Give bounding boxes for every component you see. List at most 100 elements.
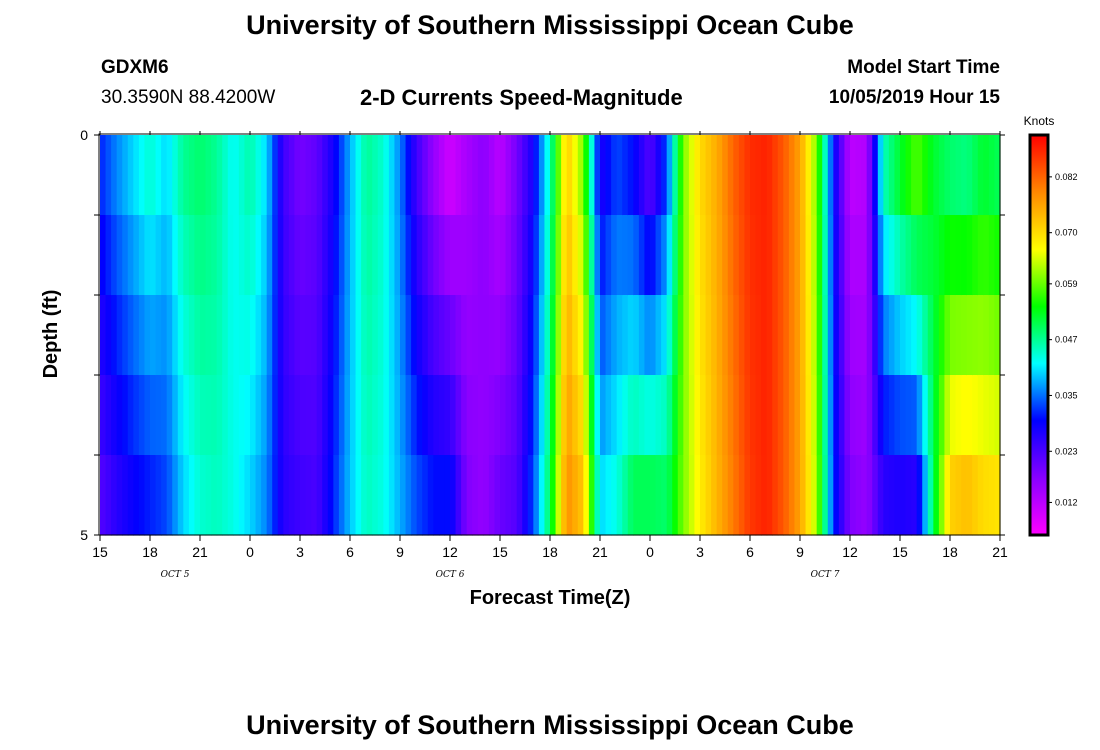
heatmap-cell <box>572 135 579 216</box>
heatmap-cell <box>383 375 390 456</box>
heatmap-cell <box>744 135 751 216</box>
heatmap-cell <box>994 215 1001 296</box>
heatmap-cell <box>733 135 740 216</box>
heatmap-cell <box>777 135 784 216</box>
heatmap-cell <box>738 375 746 456</box>
heatmap-cell <box>716 295 723 376</box>
heatmap-cell <box>833 215 840 296</box>
heatmap-cell <box>600 375 607 456</box>
heatmap-cell <box>238 375 246 456</box>
heatmap-cell <box>905 215 912 296</box>
heatmap-cell <box>811 135 818 216</box>
heatmap-cell <box>950 135 957 216</box>
heatmap-cell <box>327 295 334 376</box>
heatmap-cell <box>472 295 479 376</box>
heatmap-cell <box>838 295 846 376</box>
colorbar-tick-label: 0.012 <box>1055 497 1078 507</box>
heatmap-cell <box>488 295 496 376</box>
heatmap-cell <box>466 135 473 216</box>
heatmap-cell <box>583 295 590 376</box>
heatmap-cell <box>655 295 662 376</box>
heatmap-cell <box>144 455 151 536</box>
heatmap-cell <box>438 375 446 456</box>
heatmap-cell <box>294 295 301 376</box>
heatmap-cell <box>522 295 529 376</box>
heatmap-cell <box>222 455 229 536</box>
heatmap-cell <box>555 215 562 296</box>
heatmap-cell <box>966 295 973 376</box>
heatmap-cell <box>200 375 207 456</box>
heatmap-cell <box>866 215 873 296</box>
heatmap-cell <box>972 455 979 536</box>
heatmap-cell <box>627 135 634 216</box>
heatmap-cell <box>211 375 218 456</box>
heatmap-cell <box>311 375 318 456</box>
heatmap-cell <box>688 375 696 456</box>
heatmap-cell <box>150 215 157 296</box>
heatmap-cell <box>644 375 651 456</box>
heatmap-cell <box>533 215 540 296</box>
heatmap-cell <box>372 215 379 296</box>
heatmap-cell <box>144 135 151 216</box>
heatmap-cell <box>150 455 157 536</box>
heatmap-cell <box>922 295 929 376</box>
heatmap-cell <box>516 455 523 536</box>
heatmap-cell <box>988 375 996 456</box>
heatmap-cell <box>683 215 690 296</box>
heatmap-cell <box>205 215 212 296</box>
heatmap-cell <box>500 375 507 456</box>
heatmap-cell <box>100 135 107 216</box>
heatmap-cell <box>100 455 107 536</box>
heatmap-cell <box>350 295 357 376</box>
x-tick-label: 18 <box>942 544 958 560</box>
heatmap-cell <box>638 295 646 376</box>
heatmap-cell <box>605 295 612 376</box>
station-id: GDXM6 <box>101 57 169 78</box>
heatmap-cell <box>816 135 823 216</box>
heatmap-cell <box>244 455 251 536</box>
heatmap-cell <box>155 375 162 456</box>
heatmap-cell <box>300 215 307 296</box>
heatmap-cell <box>105 455 112 536</box>
heatmap-cell <box>905 455 912 536</box>
heatmap-cell <box>783 375 790 456</box>
heatmap-cell <box>744 375 751 456</box>
heatmap-cell <box>483 375 490 456</box>
heatmap-cell <box>700 455 707 536</box>
heatmap-cell <box>322 455 329 536</box>
heatmap-cell <box>761 375 768 456</box>
heatmap-cell <box>338 215 346 296</box>
heatmap-cell <box>250 295 257 376</box>
x-tick-label: 9 <box>396 544 404 560</box>
heatmap-cell <box>200 135 207 216</box>
heatmap-cell <box>450 375 457 456</box>
heatmap-cell <box>111 455 118 536</box>
heatmap-cell <box>722 295 729 376</box>
heatmap-cell <box>377 215 384 296</box>
heatmap-cell <box>650 295 657 376</box>
heatmap-cell <box>544 295 551 376</box>
heatmap-cell <box>377 295 384 376</box>
heatmap-cell <box>216 215 223 296</box>
heatmap-cell <box>416 135 423 216</box>
heatmap-cell <box>150 135 157 216</box>
heatmap-cell <box>700 375 707 456</box>
heatmap-cell <box>694 295 701 376</box>
heatmap-cell <box>777 375 784 456</box>
heatmap-cell <box>822 375 829 456</box>
heatmap-cell <box>116 295 123 376</box>
heatmap-cell <box>350 375 357 456</box>
heatmap-cell <box>338 135 346 216</box>
heatmap-cell <box>538 295 546 376</box>
colorbar-tick-label: 0.035 <box>1055 390 1078 400</box>
heatmap-cell <box>816 215 823 296</box>
heatmap-cell <box>961 215 968 296</box>
x-tick-label: 21 <box>992 544 1008 560</box>
heatmap-cell <box>638 215 646 296</box>
heatmap-cell <box>305 455 312 536</box>
heatmap-cell <box>505 215 512 296</box>
heatmap-cell <box>766 135 773 216</box>
heatmap-cell <box>427 295 434 376</box>
heatmap-cell <box>655 375 662 456</box>
